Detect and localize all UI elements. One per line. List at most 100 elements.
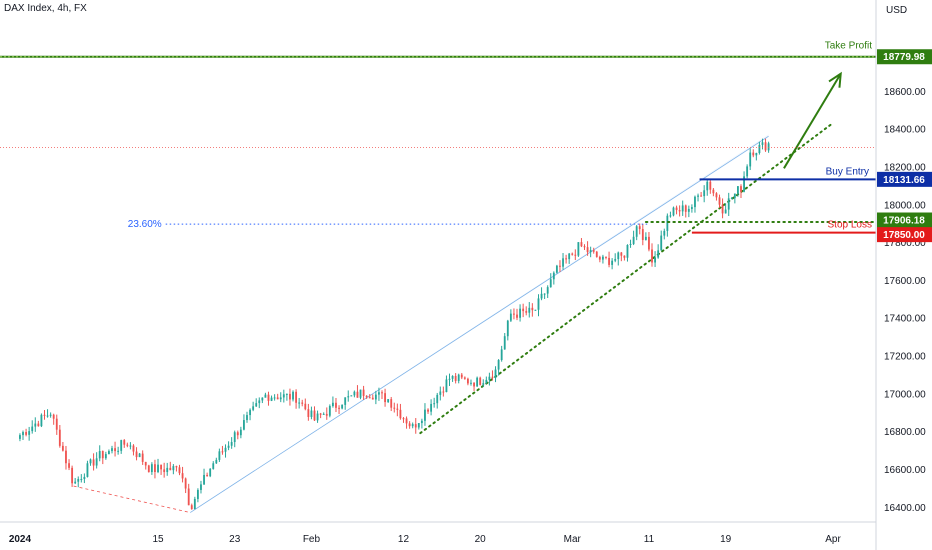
candle[interactable] <box>261 397 264 404</box>
candle[interactable] <box>396 403 399 417</box>
candle[interactable] <box>236 430 239 440</box>
candle[interactable] <box>393 402 396 413</box>
candle[interactable] <box>233 430 236 448</box>
candle[interactable] <box>135 447 138 461</box>
candle[interactable] <box>108 449 110 455</box>
candle[interactable] <box>350 395 353 397</box>
candle[interactable] <box>755 152 758 161</box>
candle[interactable] <box>246 411 248 423</box>
candle[interactable] <box>402 417 405 423</box>
candle[interactable] <box>417 423 420 430</box>
candle[interactable] <box>144 461 147 470</box>
candle[interactable] <box>98 445 101 462</box>
candle[interactable] <box>730 196 733 200</box>
candle[interactable] <box>411 422 414 429</box>
candle[interactable] <box>500 345 503 362</box>
candle[interactable] <box>313 406 316 421</box>
candle[interactable] <box>577 242 580 257</box>
candle[interactable] <box>353 390 356 398</box>
candle[interactable] <box>681 200 684 216</box>
candle[interactable] <box>147 464 150 473</box>
candle[interactable] <box>399 403 402 420</box>
candle[interactable] <box>101 450 104 465</box>
candle[interactable] <box>215 457 218 464</box>
candle[interactable] <box>445 375 448 393</box>
support-trendline[interactable] <box>419 121 835 435</box>
candle[interactable] <box>384 388 386 407</box>
candle[interactable] <box>270 395 273 402</box>
candle[interactable] <box>111 445 113 454</box>
candle[interactable] <box>120 439 123 454</box>
candle[interactable] <box>436 392 439 409</box>
candle[interactable] <box>644 232 647 241</box>
candle[interactable] <box>666 213 669 237</box>
candle[interactable] <box>368 394 371 399</box>
candle[interactable] <box>331 396 334 408</box>
candle[interactable] <box>267 391 270 406</box>
candle[interactable] <box>55 414 58 435</box>
candle[interactable] <box>77 476 80 488</box>
candle[interactable] <box>316 410 319 423</box>
candle[interactable] <box>740 184 742 199</box>
candle[interactable] <box>626 244 629 262</box>
candle[interactable] <box>95 452 98 469</box>
candle[interactable] <box>160 464 163 475</box>
candle[interactable] <box>34 417 37 432</box>
candle[interactable] <box>503 333 506 350</box>
candle[interactable] <box>74 477 77 485</box>
candle[interactable] <box>457 373 460 384</box>
candle[interactable] <box>470 379 472 386</box>
candle[interactable] <box>448 373 451 387</box>
candle[interactable] <box>184 477 187 494</box>
candle[interactable] <box>672 206 675 217</box>
candle[interactable] <box>669 211 672 218</box>
candle[interactable] <box>648 232 650 252</box>
candle[interactable] <box>497 359 500 376</box>
candle[interactable] <box>304 398 307 411</box>
candle[interactable] <box>614 253 617 263</box>
candle[interactable] <box>433 397 436 408</box>
candle[interactable] <box>378 387 380 401</box>
channel-line[interactable] <box>190 135 769 513</box>
candle[interactable] <box>752 149 755 158</box>
candle[interactable] <box>31 420 34 434</box>
candle[interactable] <box>552 271 555 285</box>
candle[interactable] <box>439 386 442 401</box>
candle[interactable] <box>506 319 509 341</box>
candle[interactable] <box>322 412 325 415</box>
candle[interactable] <box>83 473 86 484</box>
candle[interactable] <box>749 148 752 171</box>
candle[interactable] <box>571 252 574 256</box>
candle[interactable] <box>227 441 230 451</box>
candle[interactable] <box>479 376 482 386</box>
candle[interactable] <box>175 465 178 472</box>
candle[interactable] <box>405 416 408 429</box>
candle[interactable] <box>605 256 607 260</box>
candle[interactable] <box>243 414 245 431</box>
candle[interactable] <box>675 205 678 215</box>
candle[interactable] <box>230 437 233 449</box>
candle[interactable] <box>442 386 445 397</box>
candle[interactable] <box>387 399 390 403</box>
candle[interactable] <box>534 309 537 311</box>
candle[interactable] <box>460 372 463 380</box>
candle[interactable] <box>543 293 546 300</box>
candle[interactable] <box>586 241 589 256</box>
candle[interactable] <box>463 376 466 380</box>
candle[interactable] <box>196 488 199 503</box>
candle[interactable] <box>255 398 258 408</box>
candle[interactable] <box>203 468 205 485</box>
candle[interactable] <box>427 408 429 414</box>
candle[interactable] <box>273 394 276 401</box>
candle[interactable] <box>264 392 267 398</box>
candle[interactable] <box>181 466 184 483</box>
candle[interactable] <box>589 246 592 258</box>
candle[interactable] <box>129 442 132 450</box>
candle[interactable] <box>430 399 433 416</box>
candle[interactable] <box>187 483 190 506</box>
candle[interactable] <box>694 195 696 213</box>
candle[interactable] <box>178 464 181 476</box>
candle[interactable] <box>295 389 298 409</box>
candle[interactable] <box>390 396 393 412</box>
